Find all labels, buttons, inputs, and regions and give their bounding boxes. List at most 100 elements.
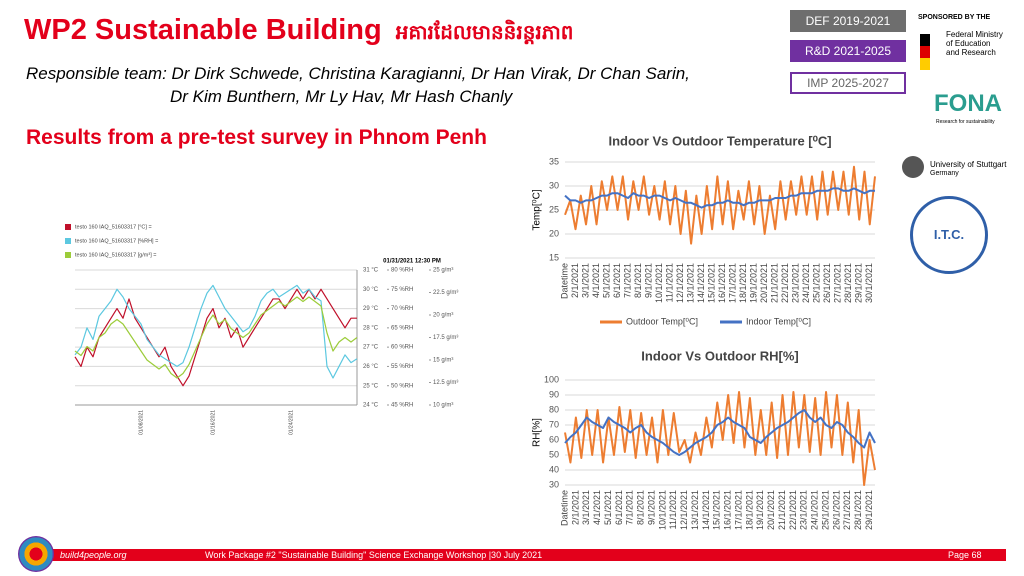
x-tick-label: 27/1/2021 [842,490,852,530]
x-tick-label: 8/1/2021 [636,490,646,525]
sponsor-label: SPONSORED BY THE [918,14,991,21]
phase-badge: IMP 2025-2027 [790,72,906,94]
university-country: Germany [930,170,959,177]
x-tick-label: 25/1/2021 [812,263,822,303]
y-tick-label: 55 %RH [391,364,413,370]
x-tick-label: 27/1/2021 [833,263,843,303]
y-tick-label: 35 [549,156,559,166]
x-tick-label: 7/1/2021 [622,263,632,298]
y-tick-label: 30 [549,180,559,190]
y-tick-label: 15 g/m³ [433,358,453,364]
x-tick-label: 3/1/2021 [580,263,590,298]
x-tick-label: 10/1/2021 [654,263,664,303]
y-tick-label: 100 [544,374,559,384]
y-tick-label: 12.5 g/m³ [433,380,458,386]
y-tick-label: 27 °C [363,345,379,351]
x-tick-label: 2/1/2021 [570,490,580,525]
x-tick-label: 8/1/2021 [633,263,643,298]
footer-logo [18,536,54,572]
y-tick-label: 80 [549,404,559,414]
x-tick-label: 13/1/2021 [685,263,695,303]
flag-icon [920,34,930,70]
y-tick-label: 25 g/m³ [433,268,453,274]
x-tick-label: 28/1/2021 [853,490,863,530]
x-tick-label: 5/1/2021 [601,263,611,298]
legend-label: testo 160 IAQ_51603317 [°C] = [75,224,152,230]
y-tick-label: 30 [549,479,559,489]
legend-label: testo 160 IAQ_51603317 [g/m³] = [75,252,157,258]
y-tick-label: 70 [549,419,559,429]
series-line [564,187,875,209]
x-tick-label: 9/1/2021 [646,490,656,525]
x-tick-label: 3/1/2021 [581,490,591,525]
x-tick-label: 15/1/2021 [712,490,722,530]
y-tick-label: 30 °C [363,287,379,293]
x-tick-label: 28/1/2021 [843,263,853,303]
x-tick-label: 21/1/2021 [777,490,787,530]
x-tick-label: 12/1/2021 [679,490,689,530]
section-heading: Results from a pre-test survey in Phnom … [26,126,487,149]
y-tick-label: 80 %RH [391,268,413,274]
ministry: Federal Ministry of Education and Resear… [946,30,1003,57]
x-tick-label: 19/1/2021 [755,490,765,530]
y-tick-label: 17.5 g/m³ [433,335,458,341]
y-tick-label: 75 %RH [391,287,413,293]
legend-label: Indoor Temp[⁰C] [746,316,811,326]
footer-page: Page 68 [948,550,982,560]
x-tick-label: 4/1/2021 [592,490,602,525]
x-tick-label: 10/1/2021 [657,490,667,530]
team-line: Dr Kim Bunthern, Mr Ly Hav, Mr Hash Chan… [170,87,513,106]
x-tick-label: 01/08/2021 [138,410,144,435]
y-tick-label: 25 °C [363,383,379,389]
x-tick-label: 22/1/2021 [780,263,790,303]
y-tick-label: 70 %RH [391,306,413,312]
footer-site: build4people.org [60,550,127,560]
y-tick-label: 65 %RH [391,325,413,331]
y-tick-label: 22.5 g/m³ [433,290,458,296]
footer-event: Work Package #2 "Sustainable Building" S… [205,550,543,560]
legend-label: testo 160 IAQ_51603317 [%RH] = [75,238,158,244]
x-tick-label: 13/1/2021 [690,490,700,530]
title: WP2 Sustainable Building [24,14,382,46]
series-line [564,409,876,456]
y-tick-label: 20 g/m³ [433,313,453,319]
x-tick-label: 7/1/2021 [625,490,635,525]
x-tick-label: 14/1/2021 [696,263,706,303]
x-tick-label: 11/1/2021 [664,263,674,302]
title-row: WP2 Sustainable Building អគារដែលមាននិរន្… [24,14,574,49]
fona-tagline: Research for sustainability [936,119,995,125]
y-tick-label: 31 °C [363,268,379,274]
phase-badge: DEF 2019-2021 [790,10,906,32]
series-line [74,296,358,379]
series-line [564,165,876,245]
x-tick-label: 30/1/2021 [864,263,874,303]
x-tick-label: 25/1/2021 [820,490,830,530]
x-tick-label: 23/1/2021 [791,263,801,303]
y-tick-label: 24 °C [363,403,379,409]
x-tick-label: 24/1/2021 [801,263,811,303]
x-tick-label: 11/1/2021 [668,490,678,529]
series-line [74,288,357,387]
y-tick-label: 29 °C [363,306,379,312]
x-tick-label: 16/1/2021 [717,263,727,303]
logger-chart: 01/31/2021 12:30 PM 24 °C 25 °C 26 °C 27 °C 2… [65,224,458,435]
x-tick-label: Datetime [559,490,569,526]
x-tick-label: 5/1/2021 [603,490,613,525]
university: University of Stuttgart [930,160,1007,169]
y-tick-label: 60 [549,434,559,444]
y-tick-label: 25 [549,204,559,214]
chart-subtitle: 01/31/2021 12:30 PM [383,259,441,265]
x-tick-label: 20/1/2021 [759,263,769,303]
x-tick-label: 01/16/2021 [210,410,216,435]
y-tick-label: 20 [549,228,559,238]
x-tick-label: Datetime [559,263,569,299]
y-tick-label: 40 [549,464,559,474]
y-axis-label: RH[%] [532,418,543,447]
x-tick-label: 01/24/2021 [288,410,294,435]
x-tick-label: 4/1/2021 [591,263,601,298]
x-tick-label: 6/1/2021 [612,263,622,298]
x-tick-label: 6/1/2021 [614,490,624,525]
fona-logo: FONA [934,90,1002,117]
footer-bar [40,549,1006,561]
